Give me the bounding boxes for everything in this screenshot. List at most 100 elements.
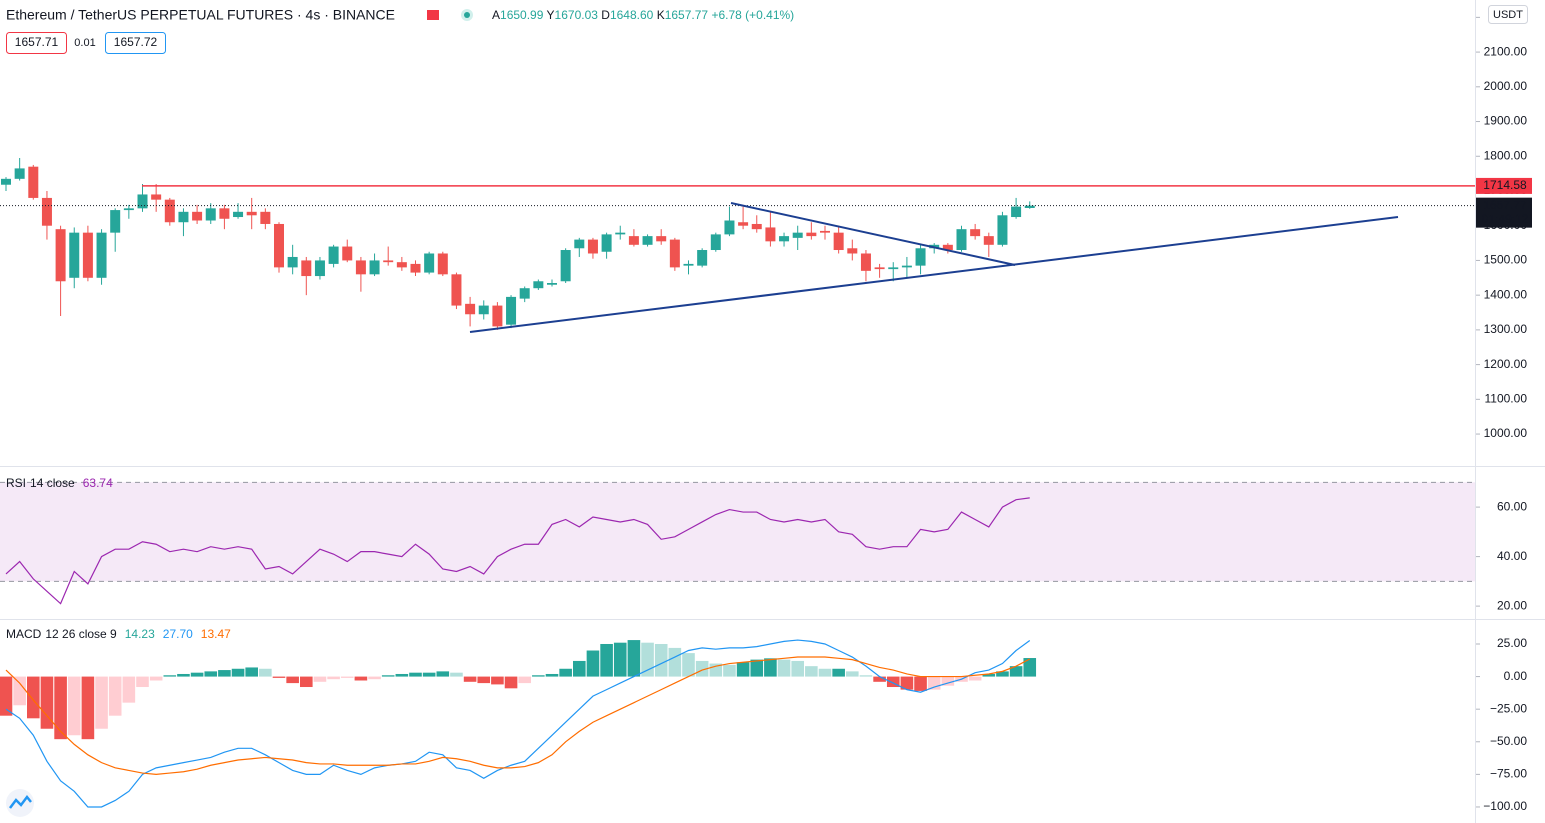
macd-histogram-bar (1009, 666, 1023, 677)
candle-body (164, 199, 175, 223)
candle-body (751, 223, 762, 230)
macd-histogram-bar (95, 676, 108, 729)
indicator-value: 14.23 (125, 627, 155, 641)
y-tick-label: 25.00 (1497, 636, 1527, 650)
y-tick-label: 1500.00 (1484, 253, 1528, 267)
macd-histogram-bar (982, 673, 996, 677)
macd-histogram-bar (723, 664, 736, 677)
y-tick-label: −100.00 (1483, 799, 1527, 813)
currency[interactable]: USDT (1493, 9, 1523, 21)
y-tick-label: −25.00 (1490, 701, 1527, 715)
macd-histogram-bar (272, 676, 286, 678)
candle-body (41, 197, 52, 226)
buy-button[interactable] (105, 32, 166, 54)
macd-histogram-bar (218, 670, 231, 677)
macd-histogram-bar (395, 673, 409, 677)
spread: 0.01 (74, 37, 95, 49)
macd-legend: MACD 12 26 close 9 14.23 27.70 13.47 (6, 627, 231, 641)
macd-histogram-bar (313, 676, 327, 682)
candle-body (506, 296, 517, 325)
candle-body (260, 211, 271, 224)
macd-histogram-bar (0, 676, 13, 716)
macd-histogram-bar (122, 676, 136, 703)
macd-histogram-bar (641, 642, 654, 677)
candle-body (205, 208, 216, 221)
y-tick-label: 1900.00 (1484, 114, 1528, 128)
candle-body (601, 234, 612, 252)
macd-histogram-bar (818, 668, 832, 677)
candle-body (151, 194, 162, 200)
level-label-bg (1476, 177, 1532, 194)
macd-histogram-bar (518, 676, 531, 684)
macd-histogram-bar (846, 671, 859, 677)
macd-histogram-bar (81, 676, 95, 740)
candle-body (1, 178, 11, 185)
candle-body (328, 246, 339, 264)
candle-body (806, 232, 817, 237)
trend-line[interactable] (730, 202, 1016, 266)
macd-histogram-bar (340, 676, 354, 678)
macd-histogram-bar (586, 650, 600, 677)
candle-body (533, 281, 544, 289)
macd-histogram-bar (286, 676, 299, 684)
currency-button[interactable] (1488, 5, 1528, 24)
macd-histogram-bar (27, 676, 40, 719)
rsi-band (0, 482, 1475, 582)
trend-line[interactable] (469, 216, 1399, 333)
macd-line (5, 639, 1031, 808)
last-price-bg (1476, 197, 1532, 228)
candle-body (219, 208, 230, 219)
candle-body (765, 227, 776, 242)
candle-body (314, 260, 325, 277)
indicator-value: 13.47 (201, 627, 231, 641)
macd-histogram-bar (900, 676, 914, 690)
macd-histogram-bar (1023, 658, 1037, 677)
macd-histogram-bar (108, 676, 122, 716)
candle-body (69, 232, 80, 278)
indicator-value: 63.74 (83, 476, 113, 490)
ohlc-change: +6.78 (+0.41%) (711, 8, 794, 22)
macd-histogram-bar (777, 659, 791, 677)
y-tick-label: 20.00 (1497, 598, 1527, 612)
ohlc-key: D (601, 8, 610, 22)
candle-body (560, 250, 571, 282)
candle-body (860, 253, 871, 271)
ohlc-key: K (657, 8, 665, 22)
macd-histogram-bar (354, 676, 368, 681)
macd-histogram-bar (463, 676, 477, 682)
macd-histogram-bar (231, 668, 245, 677)
candle-body (396, 262, 407, 268)
macd-histogram-bar (750, 659, 764, 677)
macd-histogram-bar (573, 660, 586, 677)
candle-body (642, 236, 653, 245)
candle-body (1011, 206, 1022, 218)
macd-histogram-bar (204, 671, 218, 677)
candle-body (451, 274, 462, 306)
ohlc-value: 1650.99 (500, 8, 544, 22)
candle-body (110, 210, 121, 233)
candle-body (287, 256, 298, 268)
y-tick-label: 0.00 (1504, 669, 1528, 683)
sell-price[interactable]: 1657.71 (15, 35, 59, 49)
candle-body (724, 220, 735, 235)
macd-histogram-bar (968, 676, 982, 681)
candle-body (465, 303, 476, 315)
candle-body (246, 211, 257, 216)
macd-histogram-bar (695, 660, 709, 677)
macd-histogram-bar (627, 640, 641, 677)
candle-body (274, 223, 284, 268)
buy-price[interactable]: 1657.72 (114, 35, 158, 49)
candle-body (574, 239, 585, 249)
logo-mark (9, 794, 32, 809)
candle-body (233, 211, 244, 218)
candle-body (847, 248, 858, 254)
sell-button[interactable] (6, 32, 67, 54)
macd-histogram-bar (368, 676, 381, 680)
macd-histogram-bar (436, 671, 450, 677)
flag-icon[interactable] (427, 10, 439, 20)
y-tick-label: 1200.00 (1484, 357, 1528, 371)
macd-histogram-bar (54, 676, 67, 740)
y-tick-label: 1000.00 (1484, 426, 1528, 440)
macd-histogram-bar (327, 676, 340, 680)
